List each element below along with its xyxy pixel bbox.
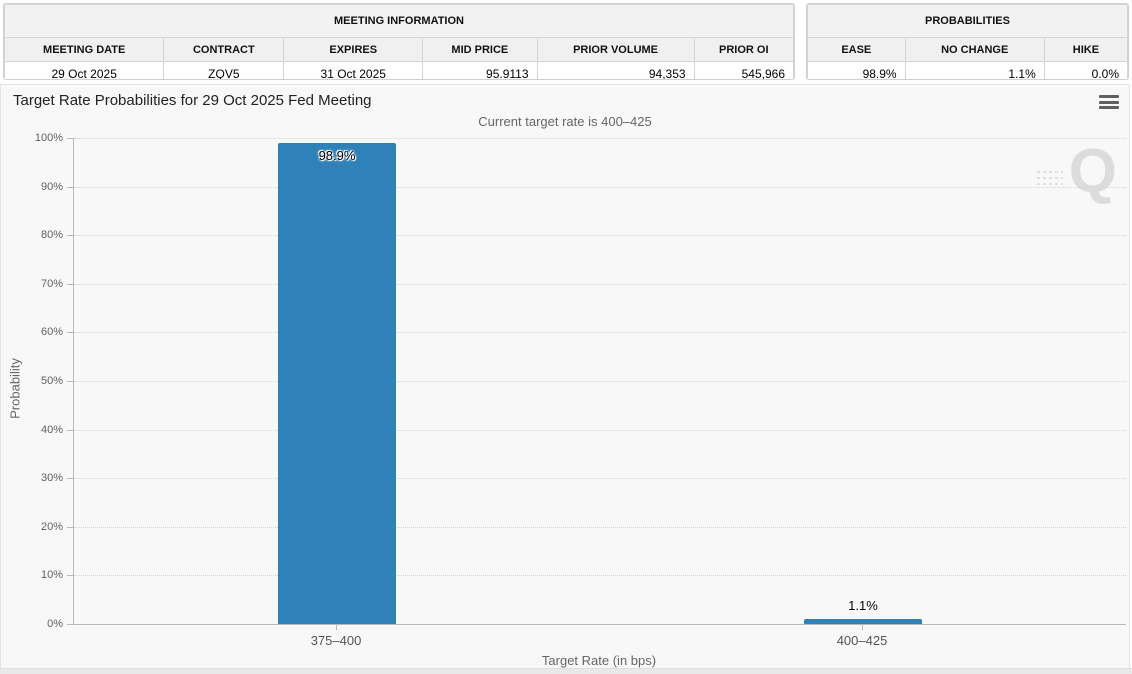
y-tick-mark-50 <box>67 381 73 382</box>
y-tick-label-90: 90% <box>40 180 63 193</box>
mid-price-value: 95.9113 <box>422 61 538 79</box>
top-tables: MEETING INFORMATION MEETING DATE CONTRAC… <box>3 3 1129 80</box>
bar-375–400[interactable] <box>278 143 396 624</box>
target-rate-chart: Target Rate Probabilities for 29 Oct 202… <box>0 84 1130 669</box>
y-tick-mark-60 <box>67 332 73 334</box>
y-tick-mark-0 <box>67 624 73 625</box>
bar-value-label-400–425: 1.1% <box>848 598 878 613</box>
gridline-20 <box>74 526 1126 528</box>
x-axis-title: Target Rate (in bps) <box>541 653 657 668</box>
y-tick-label-70: 70% <box>40 277 63 290</box>
gridline-90 <box>74 186 1126 188</box>
probabilities-header-row: EASE NO CHANGE HIKE <box>807 37 1128 62</box>
y-tick-label-20: 20% <box>40 520 63 533</box>
probabilities-panel: PROBABILITIES EASE NO CHANGE HIKE 98.9% … <box>806 3 1129 80</box>
prior-oi-value: 545,966 <box>693 61 794 79</box>
y-tick-mark-90 <box>67 186 73 188</box>
bar-400–425[interactable] <box>804 619 922 624</box>
y-tick-label-10: 10% <box>40 569 63 582</box>
probabilities-title: PROBABILITIES <box>807 4 1128 38</box>
ease-value: 98.9% <box>807 61 906 79</box>
col-header-ease: EASE <box>807 37 906 62</box>
gridline-80 <box>74 235 1126 237</box>
y-tick-mark-100 <box>67 138 73 139</box>
chart-title: Target Rate Probabilities for 29 Oct 202… <box>13 92 372 109</box>
meeting-information-header-row: MEETING DATE CONTRACT EXPIRES MID PRICE … <box>4 37 794 62</box>
y-tick-mark-80 <box>67 235 73 237</box>
quikstrike-watermark-logo: Q <box>1037 141 1117 203</box>
gridline-100 <box>74 138 1126 139</box>
col-header-meeting-date: MEETING DATE <box>4 37 165 62</box>
hike-value: 0.0% <box>1043 61 1128 79</box>
meeting-date-value: 29 Oct 2025 <box>4 61 165 79</box>
gridline-30 <box>74 478 1126 480</box>
prior-volume-value: 94,353 <box>536 61 695 79</box>
y-tick-mark-10 <box>67 575 73 577</box>
bar-value-label-375–400: 98.9% <box>318 148 356 163</box>
col-header-no-change: NO CHANGE <box>904 37 1045 62</box>
y-tick-label-100: 100% <box>34 132 63 144</box>
plot-area: 98.9% 1.1% <box>73 138 1126 625</box>
y-tick-label-40: 40% <box>40 423 63 436</box>
meeting-information-table: MEETING INFORMATION MEETING DATE CONTRAC… <box>4 4 794 79</box>
gridline-10 <box>74 575 1126 577</box>
y-tick-label-50: 50% <box>40 375 63 387</box>
y-tick-mark-70 <box>67 283 73 285</box>
gridline-50 <box>74 381 1126 382</box>
contract-value: ZQV5 <box>163 61 285 79</box>
meeting-information-value-row: 29 Oct 2025 ZQV5 31 Oct 2025 95.9113 94,… <box>4 61 794 79</box>
y-tick-mark-20 <box>67 526 73 528</box>
y-tick-label-80: 80% <box>40 229 63 242</box>
probabilities-table: PROBABILITIES EASE NO CHANGE HIKE 98.9% … <box>807 4 1128 79</box>
y-tick-label-30: 30% <box>40 472 63 485</box>
hamburger-menu-icon[interactable] <box>1099 94 1119 110</box>
bottom-edge-strip <box>0 668 1132 674</box>
no-change-value: 1.1% <box>904 61 1045 79</box>
y-tick-mark-30 <box>67 478 73 480</box>
watermark-speed-lines <box>1037 167 1063 189</box>
expires-value: 31 Oct 2025 <box>283 61 424 79</box>
col-header-mid-price: MID PRICE <box>422 37 538 62</box>
probabilities-value-row: 98.9% 1.1% 0.0% <box>807 61 1128 79</box>
gridline-40 <box>74 429 1126 431</box>
col-header-contract: CONTRACT <box>163 37 285 62</box>
meeting-information-panel: MEETING INFORMATION MEETING DATE CONTRAC… <box>3 3 795 80</box>
y-tick-label-0: 0% <box>47 618 63 630</box>
gridline-70 <box>74 283 1126 285</box>
x-tick-mark-1 <box>862 625 863 630</box>
y-tick-label-60: 60% <box>40 326 63 339</box>
x-tick-mark-0 <box>336 625 337 630</box>
watermark-letter: Q <box>1068 137 1117 206</box>
x-tick-label-1: 400–425 <box>836 633 888 648</box>
x-tick-label-0: 375–400 <box>310 633 362 648</box>
chart-subtitle: Current target rate is 400–425 <box>478 114 652 129</box>
y-tick-mark-40 <box>67 429 73 431</box>
col-header-hike: HIKE <box>1043 37 1128 62</box>
col-header-prior-volume: PRIOR VOLUME <box>536 37 695 62</box>
meeting-information-title: MEETING INFORMATION <box>4 4 794 38</box>
col-header-prior-oi: PRIOR OI <box>693 37 794 62</box>
col-header-expires: EXPIRES <box>283 37 424 62</box>
gridline-60 <box>74 332 1126 334</box>
